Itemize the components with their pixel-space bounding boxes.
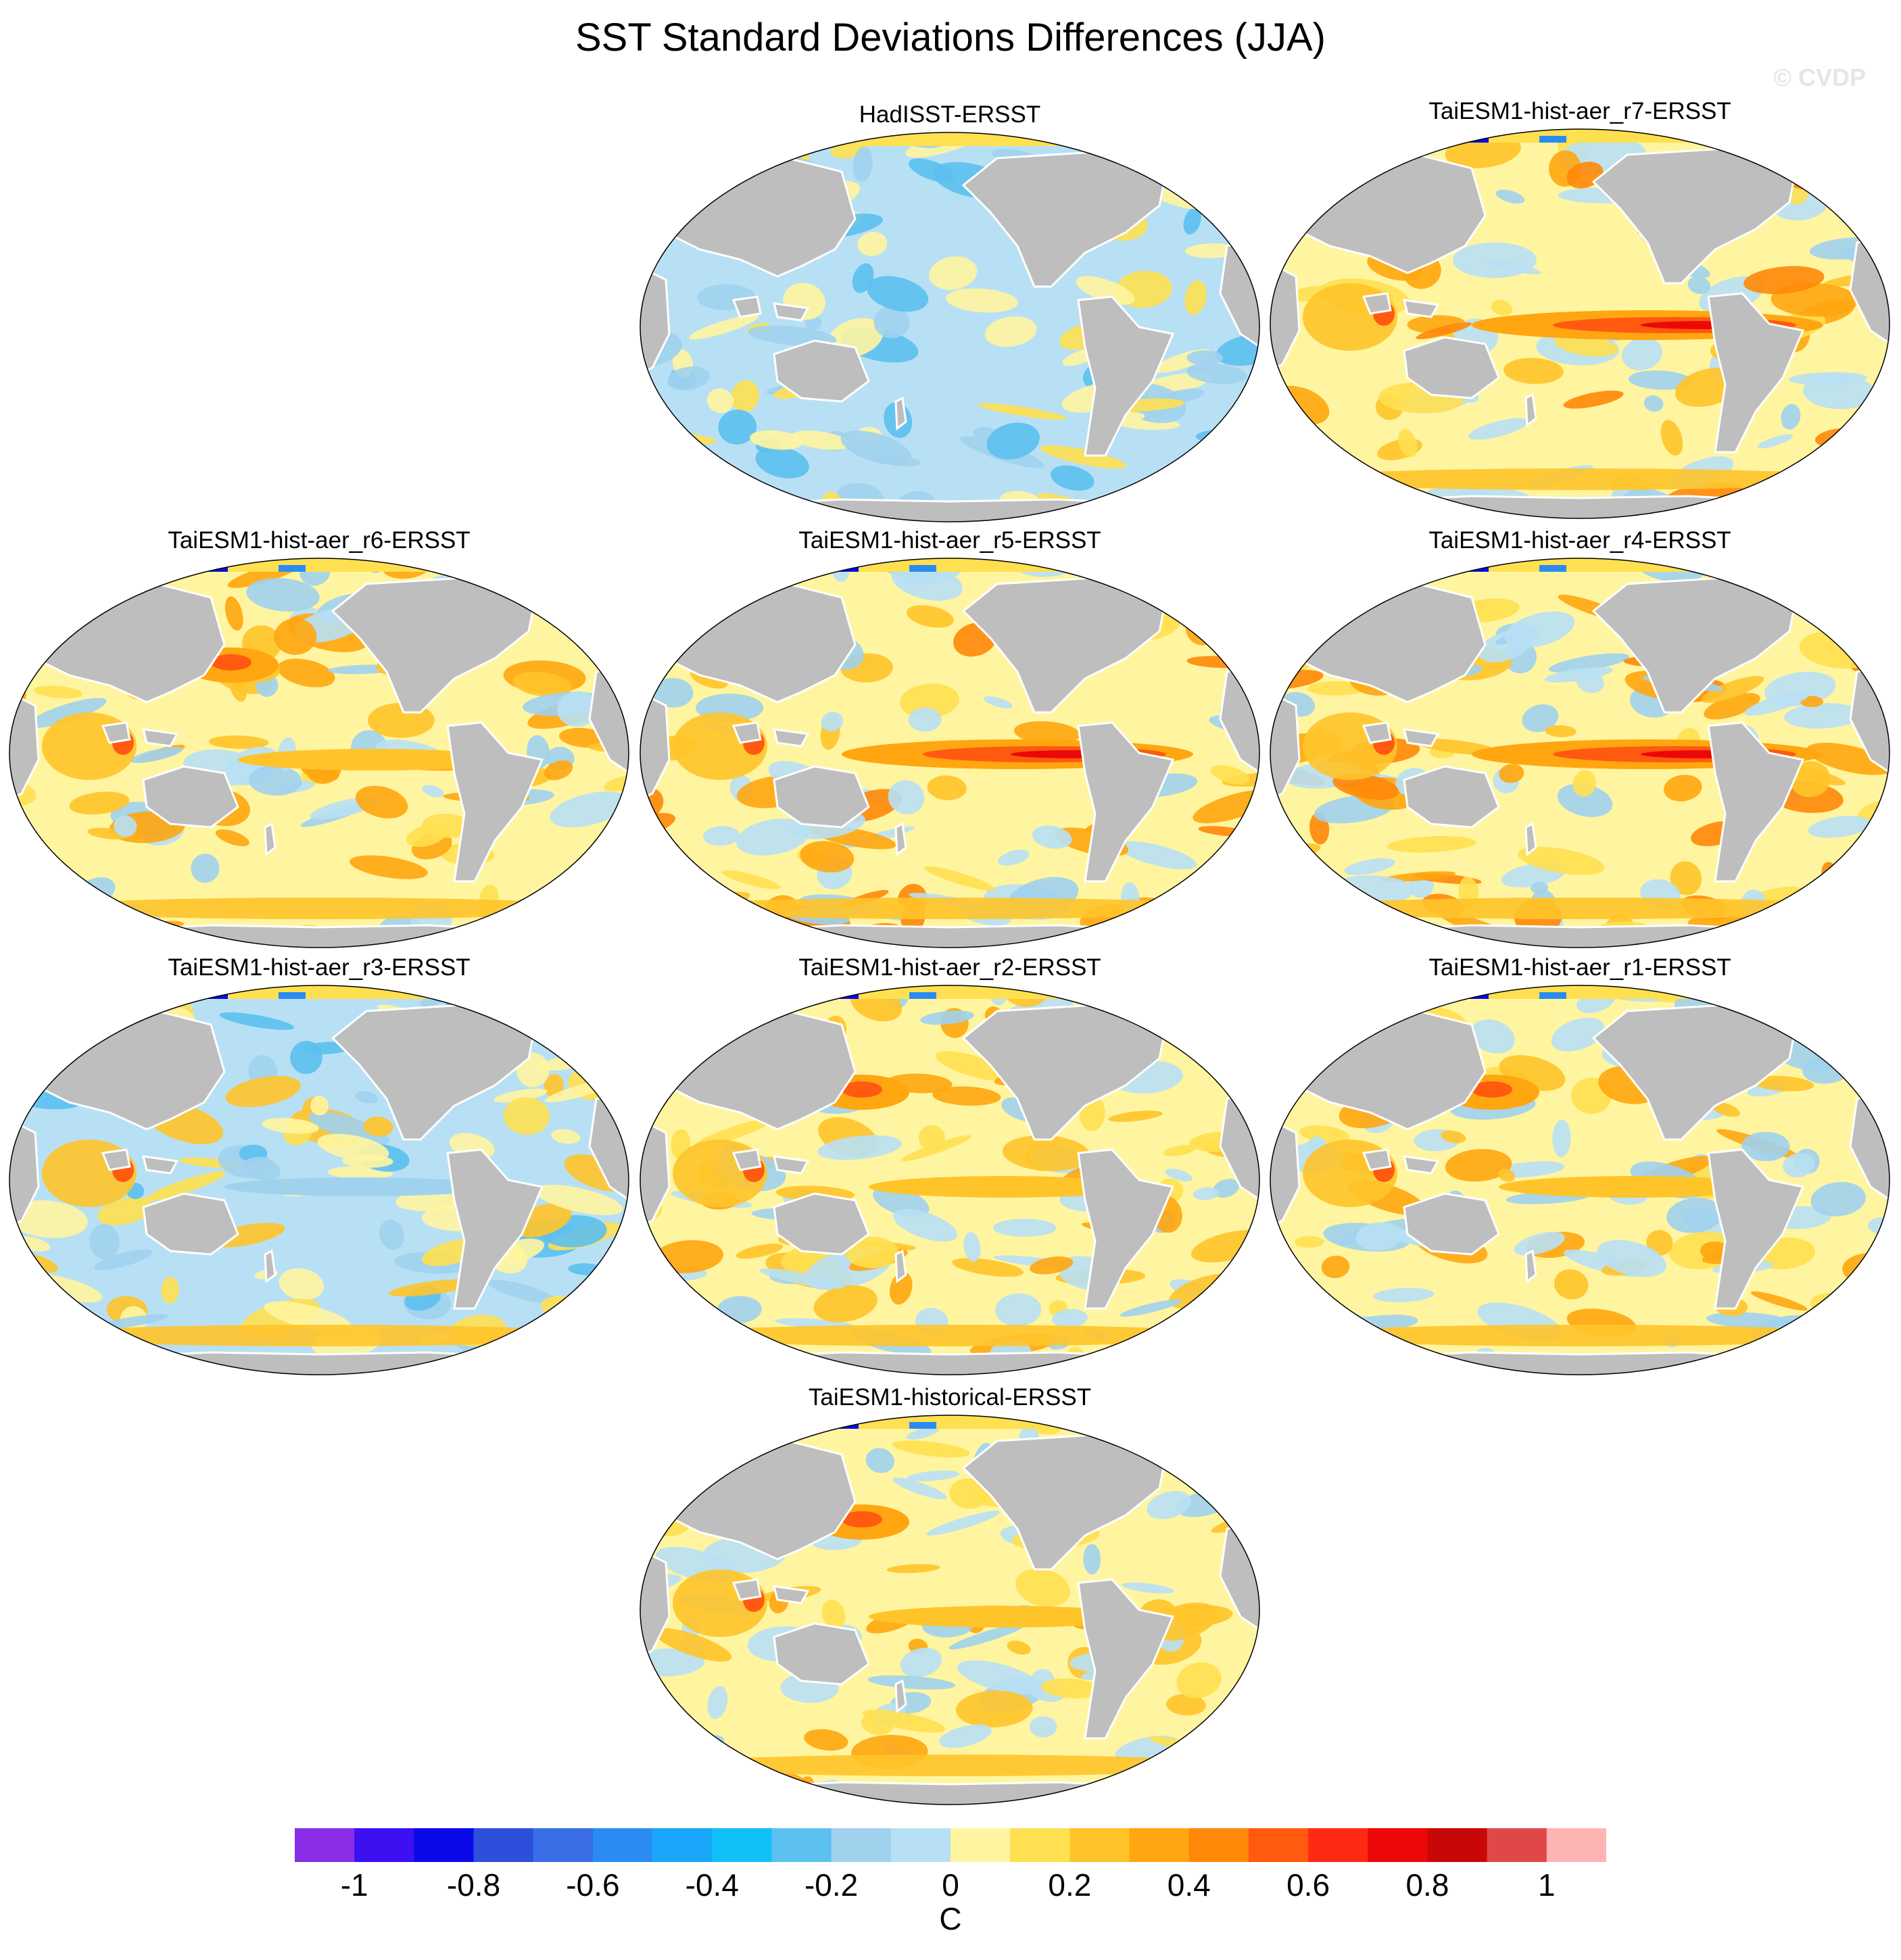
colorbar-swatch [1546, 1828, 1606, 1862]
colorbar-swatch [1188, 1828, 1249, 1862]
colorbar-swatch [1248, 1828, 1309, 1862]
colorbar-swatch [414, 1828, 475, 1862]
colorbar-swatch [592, 1828, 653, 1862]
colorbar-swatch [890, 1828, 951, 1862]
colorbar-swatch [473, 1828, 534, 1862]
colorbar-tick-label: 0.6 [1286, 1867, 1330, 1903]
panel-title: TaiESM1-hist-aer_r2-ERSST [798, 954, 1101, 981]
colorbar-tick-label: 0 [942, 1867, 959, 1903]
colorbar-swatch [771, 1828, 832, 1862]
map-panel: TaiESM1-hist-aer_r6-ERSST [8, 527, 630, 953]
colorbar-swatch [1368, 1828, 1428, 1862]
colorbar-swatch [652, 1828, 713, 1862]
panel-title: TaiESM1-hist-aer_r5-ERSST [798, 527, 1101, 554]
colorbar-swatch [533, 1828, 594, 1862]
panel-title: TaiESM1-historical-ERSST [808, 1384, 1092, 1411]
colorbar-swatch [1487, 1828, 1547, 1862]
colorbar-tick-label: -0.4 [685, 1867, 739, 1903]
sst-difference-map [9, 985, 629, 1375]
map-panel: TaiESM1-hist-aer_r2-ERSST [639, 954, 1261, 1380]
colorbar-swatch [1129, 1828, 1190, 1862]
colorbar-tick-label: 0.4 [1167, 1867, 1211, 1903]
colorbar-swatch [712, 1828, 772, 1862]
map-panel: TaiESM1-hist-aer_r5-ERSST [639, 527, 1261, 953]
colorbar-tick-label: -0.2 [804, 1867, 859, 1903]
panel-title: TaiESM1-hist-aer_r4-ERSST [1428, 527, 1731, 554]
map-panel: HadISST-ERSST [639, 101, 1261, 527]
map-panel: TaiESM1-hist-aer_r4-ERSST [1269, 527, 1891, 953]
panel-title: TaiESM1-hist-aer_r6-ERSST [168, 527, 471, 554]
panel-title: TaiESM1-hist-aer_r1-ERSST [1428, 954, 1731, 981]
sst-difference-map [1270, 985, 1890, 1375]
colorbar-swatch [1069, 1828, 1130, 1862]
colorbar-swatch [1308, 1828, 1368, 1862]
colorbar-tick-label: -1 [340, 1867, 368, 1903]
colorbar-swatch [295, 1828, 355, 1862]
colorbar-swatch [354, 1828, 414, 1862]
panel-title: TaiESM1-hist-aer_r3-ERSST [168, 954, 471, 981]
colorbar-tick-label: 0.8 [1405, 1867, 1449, 1903]
colorbar-swatch [1010, 1828, 1070, 1862]
map-panel: TaiESM1-hist-aer_r7-ERSST [1269, 98, 1891, 524]
sst-difference-map [640, 132, 1260, 522]
sst-difference-map [640, 558, 1260, 948]
map-panel: TaiESM1-hist-aer_r1-ERSST [1269, 954, 1891, 1380]
cvdp-watermark: © CVDP [1773, 64, 1866, 91]
colorbar-tick-label: -0.8 [446, 1867, 501, 1903]
colorbar-swatch [831, 1828, 892, 1862]
map-panel: TaiESM1-historical-ERSST [639, 1384, 1261, 1810]
map-panel: TaiESM1-hist-aer_r3-ERSST [8, 954, 630, 1380]
colorbar-swatch [1427, 1828, 1488, 1862]
panel-title: TaiESM1-hist-aer_r7-ERSST [1428, 98, 1731, 124]
sst-difference-map [1270, 128, 1890, 519]
panel-title: HadISST-ERSST [859, 101, 1041, 128]
colorbar-tick-label: 1 [1538, 1867, 1556, 1903]
colorbar-tick-label: 0.2 [1048, 1867, 1092, 1903]
sst-difference-map [640, 985, 1260, 1375]
figure-title: SST Standard Deviations Differences (JJA… [575, 16, 1326, 59]
sst-difference-map [1270, 558, 1890, 948]
colorbar-swatch [950, 1828, 1011, 1862]
sst-difference-map [640, 1415, 1260, 1805]
sst-difference-map [9, 558, 629, 948]
colorbar-tick-label: -0.6 [566, 1867, 620, 1903]
colorbar-units: C [939, 1901, 962, 1936]
colorbar [295, 1828, 1606, 1862]
